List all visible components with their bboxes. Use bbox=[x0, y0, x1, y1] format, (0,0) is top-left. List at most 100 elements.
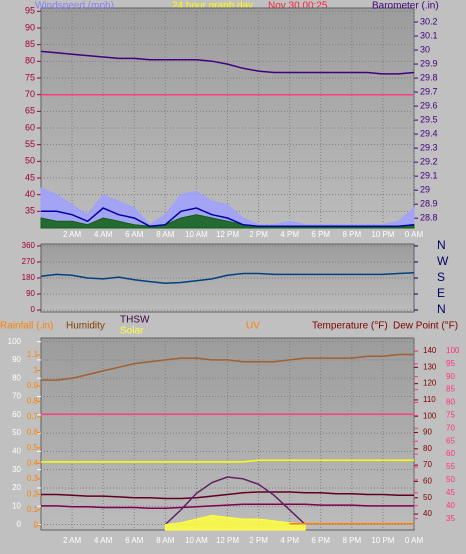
x-tick-label: 10 PM bbox=[371, 536, 394, 545]
x-tick-label: 0 AM bbox=[405, 536, 424, 545]
x-tick-label: 4 PM bbox=[280, 536, 299, 545]
y-tick-label: 29.2 bbox=[420, 157, 438, 167]
y-tick-label: 28.9 bbox=[420, 199, 438, 209]
y-tick-label: 1 bbox=[34, 366, 39, 375]
x-tick-label: 0 AM bbox=[405, 230, 424, 239]
chart-subtitle: Nov 30 00:25 bbox=[268, 1, 328, 12]
y-tick-label: 70 bbox=[25, 89, 35, 99]
y-tick-label: 80 bbox=[25, 56, 35, 66]
y-tick-label: 55 bbox=[25, 139, 35, 149]
series-line bbox=[40, 271, 415, 285]
x-tick-label: 4 AM bbox=[94, 230, 113, 239]
y-tick-label: 35 bbox=[25, 206, 35, 216]
legend-label: UV bbox=[246, 321, 260, 332]
x-tick-label: 4 PM bbox=[280, 230, 299, 239]
y-tick-label: 29.4 bbox=[420, 128, 438, 138]
series-line bbox=[41, 503, 414, 510]
y-tick-label: 0.7 bbox=[27, 412, 39, 421]
y-tick-label: 100 bbox=[423, 411, 437, 420]
axis-title: Humidity bbox=[66, 321, 105, 332]
y-tick-label: 30.1 bbox=[420, 30, 438, 40]
y-tick-label: 60 bbox=[12, 410, 21, 419]
y-tick-label: 80 bbox=[423, 444, 432, 453]
x-tick-label: 10 AM bbox=[185, 230, 208, 239]
series-line bbox=[164, 476, 306, 526]
legend-label: THSW bbox=[120, 315, 150, 326]
x-tick-label: 6 AM bbox=[125, 536, 144, 545]
y-tick-label: 120 bbox=[423, 379, 437, 388]
y-tick-label: 0.1 bbox=[27, 505, 39, 514]
y-tick-label: 40 bbox=[423, 509, 432, 518]
x-tick-label: 8 AM bbox=[156, 536, 175, 545]
series-line bbox=[41, 491, 414, 500]
y-tick-label: 29.1 bbox=[420, 171, 438, 181]
y-tick-label: 0 bbox=[17, 520, 22, 529]
y-tick-label: 90 bbox=[25, 22, 35, 32]
y-tick-label: 90 bbox=[446, 372, 455, 381]
y-tick-label: 29 bbox=[420, 185, 430, 195]
y-tick-label: 0 bbox=[31, 305, 36, 314]
series-area bbox=[164, 514, 306, 531]
y-tick-label: 90 bbox=[12, 355, 21, 364]
y-tick-label: 95 bbox=[446, 359, 455, 368]
x-tick-label: 12 PM bbox=[216, 230, 239, 239]
y-tick-label: 70 bbox=[12, 392, 21, 401]
axis-title: Temperature (°F) bbox=[312, 321, 388, 332]
axis-title: Dew Point (°F) bbox=[393, 321, 458, 332]
y-tick-label: 60 bbox=[423, 477, 432, 486]
x-tick-label: 8 PM bbox=[342, 536, 361, 545]
y-tick-label: 110 bbox=[423, 395, 436, 404]
y-tick-label: 65 bbox=[25, 106, 35, 116]
x-tick-label: 2 PM bbox=[249, 230, 268, 239]
y-tick-label: 60 bbox=[446, 449, 455, 458]
y-tick-label: 29.3 bbox=[420, 143, 438, 153]
y-tick-label: 0.5 bbox=[27, 443, 39, 452]
y-tick-label: 75 bbox=[446, 411, 455, 420]
x-tick-label: 2 AM bbox=[63, 536, 82, 545]
x-tick-label: 2 AM bbox=[63, 230, 82, 239]
x-tick-label: 8 AM bbox=[156, 230, 175, 239]
y-tick-label: S bbox=[437, 270, 445, 284]
y-tick-label: W bbox=[437, 254, 449, 268]
y-tick-label: 29.9 bbox=[420, 58, 438, 68]
x-tick-label: 12 PM bbox=[216, 536, 239, 545]
y-tick-label: 50 bbox=[446, 475, 455, 484]
x-tick-label: 8 PM bbox=[342, 230, 361, 239]
axis-title: Rainfall (.in) bbox=[0, 321, 53, 332]
y-tick-label: 0.4 bbox=[27, 459, 39, 468]
y-tick-label: 130 bbox=[423, 362, 437, 371]
y-tick-label: 100 bbox=[8, 337, 22, 346]
y-tick-label: 90 bbox=[26, 289, 35, 298]
y-tick-label: 85 bbox=[25, 39, 35, 49]
y-tick-label: 0.9 bbox=[27, 381, 39, 390]
y-tick-label: 90 bbox=[423, 428, 432, 437]
y-tick-label: 60 bbox=[25, 122, 35, 132]
y-tick-label: 80 bbox=[12, 373, 21, 382]
y-tick-label: N bbox=[437, 302, 446, 316]
series-line bbox=[41, 353, 414, 381]
x-tick-label: 6 PM bbox=[311, 536, 330, 545]
y-tick-label: 95 bbox=[25, 6, 35, 16]
series-line bbox=[41, 207, 415, 228]
y-tick-label: 0.8 bbox=[27, 397, 39, 406]
y-tick-label: 20 bbox=[12, 483, 21, 492]
y-tick-label: 75 bbox=[25, 72, 35, 82]
axis-title: Windspeed (mph) bbox=[35, 1, 114, 12]
axis-title: Barometer (.in) bbox=[372, 1, 439, 12]
y-tick-label: 70 bbox=[446, 423, 455, 432]
y-tick-label: 45 bbox=[25, 172, 35, 182]
y-tick-label: 28.8 bbox=[420, 213, 438, 223]
x-tick-label: 6 AM bbox=[125, 230, 144, 239]
y-tick-label: 29.8 bbox=[420, 72, 438, 82]
y-tick-label: N bbox=[437, 238, 446, 252]
y-tick-label: 40 bbox=[446, 501, 455, 510]
y-tick-label: 80 bbox=[446, 398, 455, 407]
y-tick-label: 30 bbox=[420, 44, 430, 54]
y-tick-label: 50 bbox=[25, 156, 35, 166]
chart-title: 24 hour graph day bbox=[172, 1, 253, 12]
x-tick-label: 4 AM bbox=[94, 536, 113, 545]
y-tick-label: 65 bbox=[446, 436, 455, 445]
x-tick-label: 10 AM bbox=[185, 536, 208, 545]
y-tick-label: 30 bbox=[12, 465, 21, 474]
